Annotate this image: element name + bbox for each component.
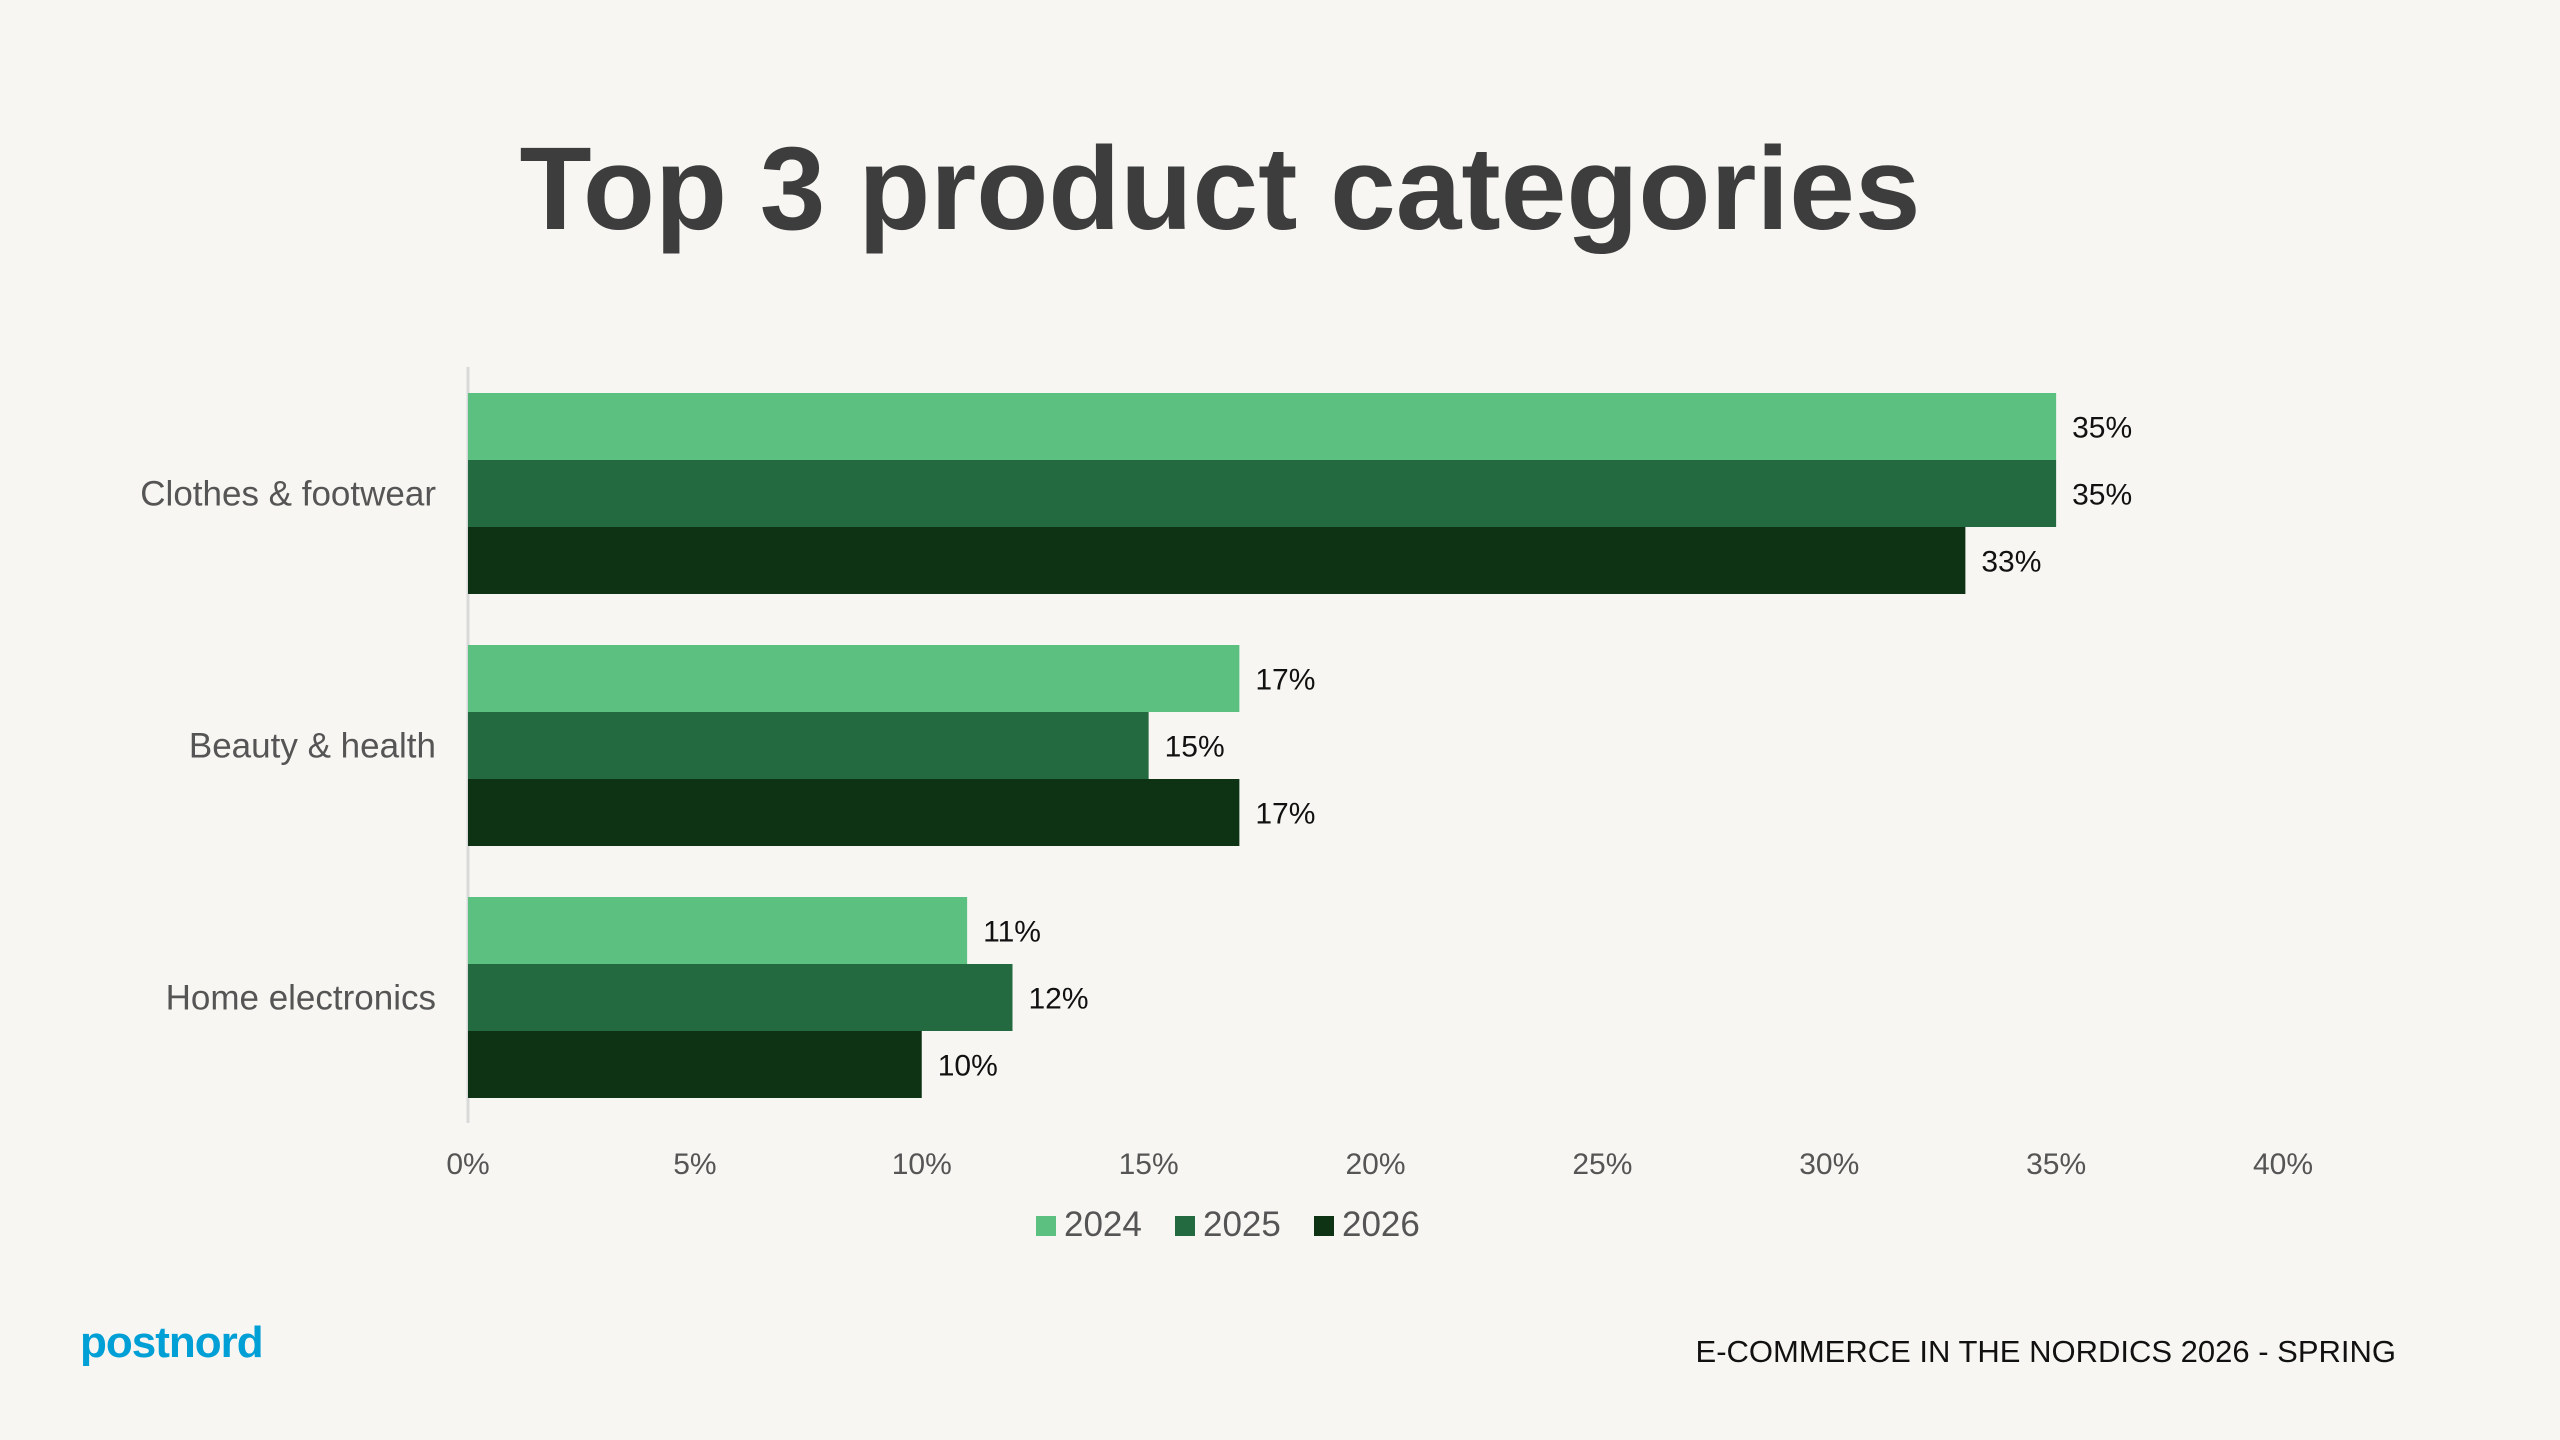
bar-2025: [468, 964, 1013, 1031]
data-label: 15%: [1165, 731, 1225, 764]
legend-swatch-2026: [1314, 1216, 1334, 1236]
data-label: 11%: [983, 916, 1041, 949]
x-tick-label: 30%: [1799, 1148, 1859, 1181]
x-tick-label: 5%: [673, 1148, 716, 1181]
page-title: Top 3 product categories: [519, 123, 1921, 255]
bar-2024: [468, 645, 1240, 712]
data-label: 33%: [1981, 546, 2041, 579]
legend-swatch-2024: [1036, 1216, 1056, 1236]
bar-chart: Clothes & footwear 35% 35% 33% Beauty & heal…: [140, 367, 2313, 1244]
category-label: Clothes & footwear: [140, 475, 436, 514]
category-label: Home electronics: [166, 979, 436, 1018]
data-label: 17%: [1255, 664, 1315, 697]
legend-label: 2024: [1064, 1205, 1142, 1244]
bar-2026: [468, 527, 1966, 594]
bar-2024: [468, 393, 2057, 460]
legend-label: 2026: [1342, 1205, 1420, 1244]
x-tick-label: 35%: [2026, 1148, 2086, 1181]
data-label: 35%: [2072, 412, 2132, 445]
x-tick-label: 15%: [1119, 1148, 1179, 1181]
bar-2026: [468, 1031, 922, 1098]
data-label: 12%: [1029, 983, 1089, 1016]
bar-2024: [468, 897, 968, 964]
bar-2025: [468, 460, 2057, 527]
legend-swatch-2025: [1175, 1216, 1195, 1236]
bar-2025: [468, 712, 1149, 779]
legend-label: 2025: [1203, 1205, 1281, 1244]
bar-2026: [468, 779, 1240, 846]
x-tick-label: 0%: [446, 1148, 489, 1181]
x-tick-label: 25%: [1572, 1148, 1632, 1181]
x-tick-label: 40%: [2253, 1148, 2313, 1181]
footer-text: E-COMMERCE IN THE NORDICS 2026 - SPRING: [1695, 1334, 2396, 1369]
x-tick-label: 10%: [892, 1148, 952, 1181]
data-label: 17%: [1255, 798, 1315, 831]
x-tick-label: 20%: [1345, 1148, 1405, 1181]
postnord-logo: postnord: [80, 1318, 264, 1367]
data-label: 35%: [2072, 479, 2132, 512]
data-label: 10%: [938, 1050, 998, 1083]
category-label: Beauty & health: [189, 727, 436, 766]
